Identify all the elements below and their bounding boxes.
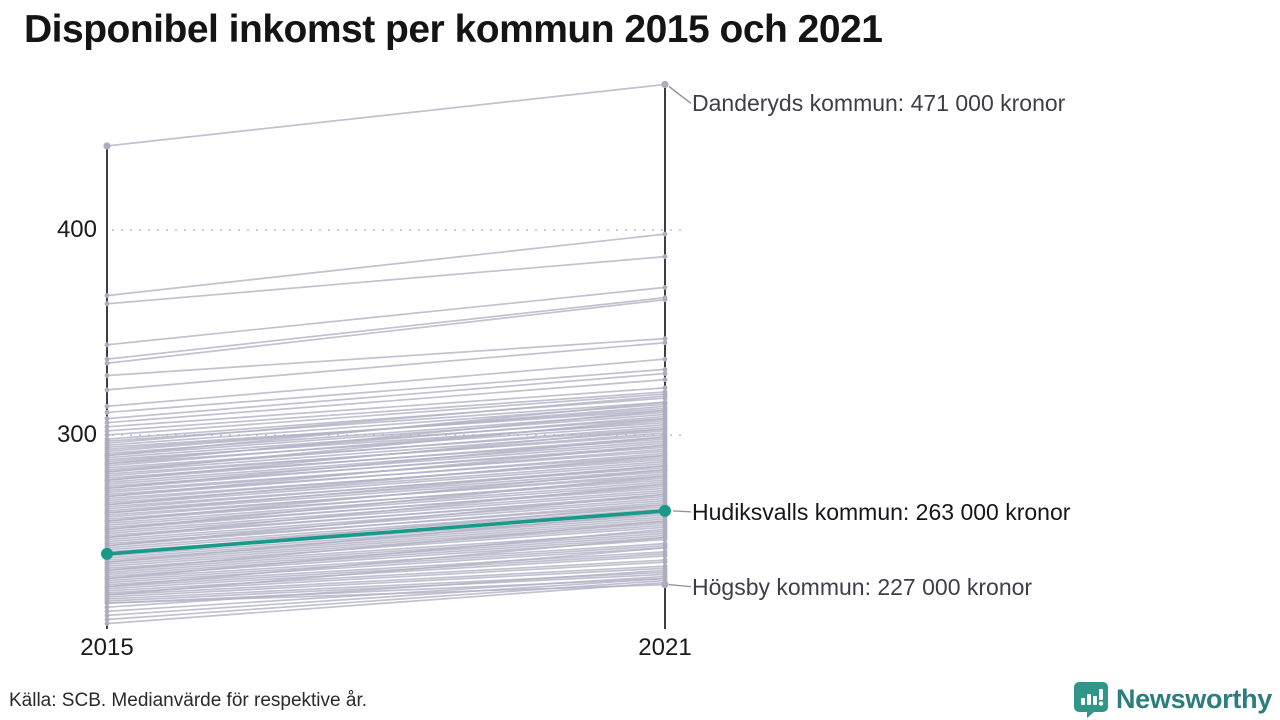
annotation-hogsby: Högsby kommun: 227 000 kronor — [692, 573, 1033, 600]
annotation-hudiksvall: Hudiksvalls kommun: 263 000 kronor — [692, 498, 1071, 525]
source-note: Källa: SCB. Medianvärde för respektive å… — [9, 690, 368, 711]
y-tick-300: 300 — [56, 421, 97, 448]
x-label-2015: 2015 — [80, 634, 134, 661]
y-tick-400: 400 — [56, 216, 97, 243]
newsworthy-logo: Newsworthy — [1073, 681, 1272, 718]
newsworthy-logo-icon — [1073, 681, 1109, 718]
annotation-danderyd: Danderyds kommun: 471 000 kronor — [692, 90, 1066, 117]
page-title: Disponibel inkomst per kommun 2015 och 2… — [24, 8, 883, 51]
newsworthy-wordmark: Newsworthy — [1115, 684, 1272, 714]
x-label-2021: 2021 — [638, 634, 692, 661]
